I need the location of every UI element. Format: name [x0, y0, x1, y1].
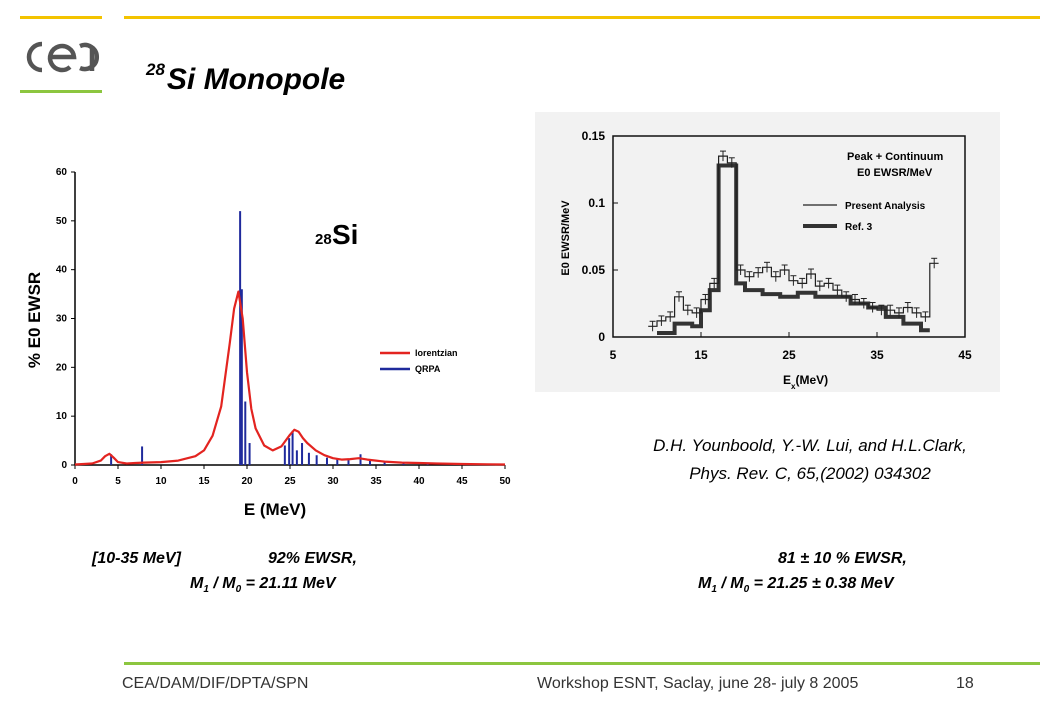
left-y-tick-label: 20	[56, 362, 68, 373]
logo-underline	[20, 90, 102, 93]
result-left-range: [10-35 MeV]	[92, 550, 181, 567]
right-x-tick-label: 35	[870, 348, 884, 362]
title-text: Si Monopole	[166, 63, 346, 96]
legend-label-present: Present Analysis	[845, 201, 926, 212]
right-chart-axes: 5 15 25 35 45 0 0.05 0.1 0.15	[582, 129, 972, 362]
left-x-tick-label: 35	[370, 476, 382, 487]
left-x-tick-label: 45	[456, 476, 468, 487]
inset-label: Si	[332, 219, 358, 250]
legend-title-line2: E0 EWSR/MeV	[857, 167, 933, 179]
left-x-tick-label: 15	[198, 476, 210, 487]
experimental-ewsr-chart: 5 15 25 35 45 0 0.05 0.1 0.15 Peak + Continuum E…	[535, 112, 1000, 392]
left-y-tick-label: 0	[61, 460, 67, 471]
left-y-axis-label: % E0 EWSR	[25, 272, 44, 368]
title-superscript: 28	[146, 60, 165, 79]
top-rule	[124, 16, 1040, 19]
left-y-tick-label: 10	[56, 411, 68, 422]
left-x-tick-label: 25	[284, 476, 296, 487]
footer-event: Workshop ESNT, Saclay, june 28- july 8 2…	[537, 675, 859, 692]
left-x-tick-label: 10	[155, 476, 167, 487]
right-x-tick-label: 5	[610, 348, 617, 362]
reference-line-1: D.H. Younboold, Y.-W. Lui, and H.L.Clark…	[653, 436, 967, 455]
right-x-tick-label: 25	[782, 348, 796, 362]
legend-title-line1: Peak + Continuum	[847, 151, 943, 163]
left-y-tick-label: 50	[56, 216, 68, 227]
result-left-moment: M1 / M0 = 21.11 MeV	[190, 575, 336, 596]
inset-label-sup: 28	[315, 231, 332, 248]
right-y-tick-label: 0.15	[582, 129, 606, 143]
cea-logo: cea	[26, 41, 99, 73]
left-x-tick-label: 0	[72, 476, 78, 487]
left-chart-axes: 0 5 10 15 20 25 30 35 40 45 50 0 10 20 30 40 50 60	[56, 167, 511, 487]
right-chart-marks	[648, 150, 939, 335]
top-left-rule	[20, 16, 102, 19]
left-y-tick-label: 60	[56, 167, 68, 178]
footer-rule	[124, 662, 1040, 665]
result-right-moment: M1 / M0 = 21.25 ± 0.38 MeV	[698, 575, 894, 596]
left-x-tick-label: 50	[499, 476, 511, 487]
footer-affiliation: CEA/DAM/DIF/DPTA/SPN	[122, 675, 309, 692]
legend-label-qrpa: QRPA	[415, 364, 441, 374]
right-y-tick-label: 0.05	[582, 263, 606, 277]
right-y-tick-label: 0	[598, 330, 605, 344]
right-y-tick-label: 0.1	[588, 196, 605, 210]
result-left-ewsr: 92% EWSR,	[268, 550, 357, 567]
left-y-tick-label: 40	[56, 265, 68, 276]
right-x-tick-label: 15	[694, 348, 708, 362]
result-right-ewsr: 81 ± 10 % EWSR,	[778, 550, 907, 567]
left-chart-marks	[74, 211, 506, 466]
right-x-tick-label: 45	[958, 348, 972, 362]
left-x-tick-label: 5	[115, 476, 121, 487]
lorentzian-line	[74, 290, 506, 466]
left-x-tick-label: 30	[327, 476, 339, 487]
slide-title: 28Si Monopole	[146, 60, 345, 97]
left-x-tick-label: 20	[241, 476, 253, 487]
reference-citation: D.H. Younboold, Y.-W. Lui, and H.L.Clark…	[585, 432, 1035, 488]
legend-label-ref3: Ref. 3	[845, 222, 873, 233]
reference-line-2: Phys. Rev. C, 65,(2002) 034302	[689, 464, 931, 483]
right-x-axis-label: Ex(MeV)	[783, 373, 828, 391]
left-y-tick-label: 30	[56, 314, 68, 325]
legend-label-lorentzian: lorentzian	[415, 348, 458, 358]
page-number: 18	[956, 675, 974, 692]
left-x-tick-label: 40	[413, 476, 425, 487]
present-analysis-step-line	[648, 155, 939, 327]
left-x-axis-label: E (MeV)	[244, 500, 306, 519]
right-y-axis-label: E0 EWSR/MeV	[560, 200, 572, 276]
